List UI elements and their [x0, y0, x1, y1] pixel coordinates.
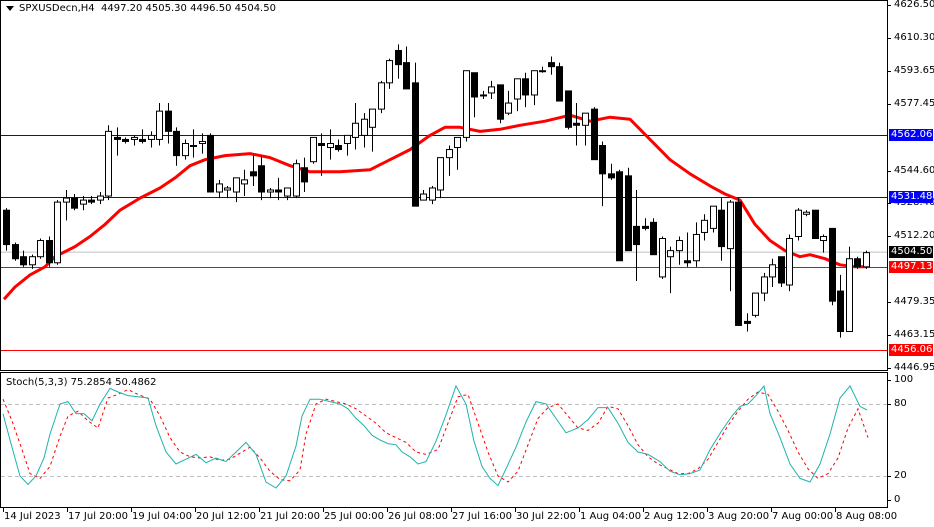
time-tick-label: 8 Aug 08:00 — [836, 511, 898, 522]
level-price-label: 4456.06 — [889, 343, 933, 356]
price-tick-label: 4626.50 — [894, 0, 934, 10]
ohlc-values: 4497.20 4505.30 4496.50 4504.50 — [101, 3, 276, 14]
level-price-label: 4562.06 — [889, 129, 933, 142]
time-tick-label: 7 Aug 00:00 — [772, 511, 834, 522]
time-tick-label: 3 Aug 20:00 — [708, 511, 770, 522]
price-tick-label: 4463.15 — [894, 329, 934, 341]
time-tick-label: 17 Jul 20:00 — [68, 511, 128, 522]
price-tick-label: 4610.30 — [894, 31, 934, 43]
current-price-label: 4504.50 — [889, 245, 933, 258]
price-tick-label: 4479.35 — [894, 296, 934, 308]
time-tick-label: 1 Aug 04:00 — [580, 511, 642, 522]
stoch-tick-label: 80 — [894, 398, 907, 409]
moving-average-line — [2, 113, 866, 301]
price-tick-label: 4577.45 — [894, 98, 934, 110]
level-price-label: 4531.48 — [889, 191, 933, 204]
stoch-pane-frame — [0, 372, 888, 508]
price-tick-label: 4593.65 — [894, 65, 934, 77]
time-tick-label: 25 Jul 00:00 — [324, 511, 384, 522]
symbol-label: SPXUSDecn,H4 — [19, 3, 95, 14]
time-tick-label: 30 Jul 22:00 — [516, 511, 576, 522]
candlesticks — [3, 44, 870, 338]
collapse-triangle-icon[interactable] — [6, 5, 14, 11]
time-tick-label: 14 Jul 2023 — [4, 511, 61, 522]
stoch-tick-label: 100 — [894, 374, 914, 385]
time-tick-label: 27 Jul 16:00 — [452, 511, 512, 522]
stochastic-lines — [2, 384, 869, 489]
time-tick-label: 2 Aug 12:00 — [644, 511, 706, 522]
price-tick-label: 4544.60 — [894, 164, 934, 176]
stochastic-header: Stoch(5,3,3) 75.2854 50.4862 — [6, 377, 157, 388]
time-tick-label: 26 Jul 08:00 — [388, 511, 448, 522]
level-price-label: 4497.13 — [889, 260, 933, 273]
price-tick-label: 4446.95 — [894, 362, 934, 373]
axis-ticks — [3, 5, 891, 512]
time-tick-label: 20 Jul 12:00 — [196, 511, 256, 522]
time-tick-label: 19 Jul 04:00 — [132, 511, 192, 522]
stoch-tick-label: 20 — [894, 470, 907, 481]
chart-header: SPXUSDecn,H4 4497.20 4505.30 4496.50 450… — [6, 3, 276, 14]
price-tick-label: 4512.20 — [894, 230, 934, 242]
stoch-tick-label: 0 — [894, 494, 901, 505]
time-tick-label: 21 Jul 20:00 — [260, 511, 320, 522]
main-pane-frame — [0, 0, 888, 371]
